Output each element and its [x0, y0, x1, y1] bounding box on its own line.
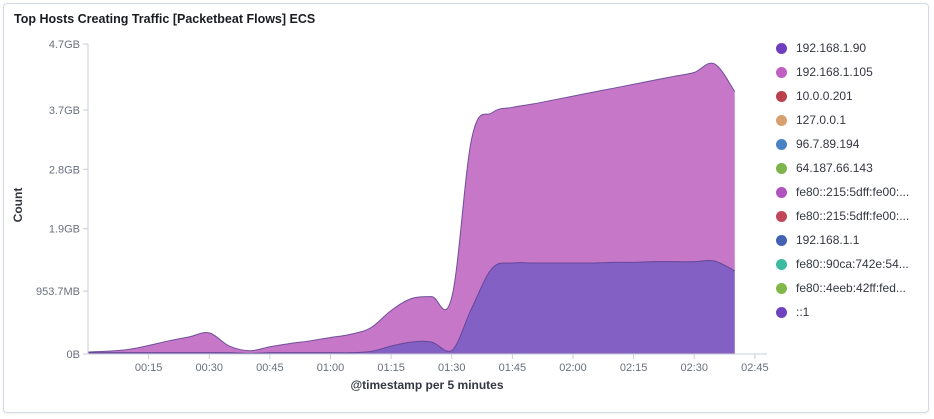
- x-axis-title: @timestamp per 5 minutes: [350, 378, 503, 392]
- legend-color-dot: [776, 114, 787, 126]
- panel-title: Top Hosts Creating Traffic [Packetbeat F…: [14, 12, 316, 26]
- legend-color-dot: [776, 234, 787, 246]
- y-tick-label: 0B: [67, 349, 80, 361]
- x-axis-ticks: 00:15 00:30 00:45 01:00 01:15 01:30 01:45 02:00…: [135, 354, 769, 374]
- legend-color-dot: [776, 90, 787, 102]
- legend-label: 127.0.0.1: [796, 113, 847, 127]
- legend-item[interactable]: 127.0.0.1: [772, 108, 922, 132]
- legend-item[interactable]: ::1: [772, 300, 922, 324]
- legend-label: 192.168.1.1: [796, 233, 860, 247]
- y-tick-label: 1.9GB: [49, 224, 80, 236]
- x-tick-label: 00:45: [256, 362, 284, 374]
- chart-legend: 192.168.1.90 192.168.1.105 10.0.0.201 127.0…: [772, 36, 922, 324]
- legend-label: 10.0.0.201: [796, 89, 853, 103]
- legend-item[interactable]: fe80::4eeb:42ff:fed...: [772, 276, 922, 300]
- legend-label: 64.187.66.143: [796, 161, 873, 175]
- legend-label: ::1: [796, 305, 810, 319]
- area-series-192-168-1-105-line: [87, 62, 736, 353]
- stacked-areas[interactable]: [87, 62, 736, 354]
- x-tick-label: 02:00: [559, 362, 587, 374]
- x-tick-label: 01:15: [377, 362, 405, 374]
- legend-label: 96.7.89.194: [796, 137, 860, 151]
- x-tick-label: 00:30: [195, 362, 223, 374]
- y-tick-label: 4.7GB: [49, 39, 80, 51]
- legend-color-dot: [776, 66, 787, 78]
- x-tick-label: 01:45: [499, 362, 527, 374]
- y-tick-label: 2.8GB: [49, 164, 80, 176]
- legend-color-dot: [776, 138, 787, 150]
- legend-color-dot: [776, 210, 787, 222]
- legend-label: fe80::4eeb:42ff:fed...: [796, 281, 906, 295]
- legend-item[interactable]: fe80::215:5dff:fe00:...: [772, 180, 922, 204]
- legend-color-dot: [776, 42, 787, 54]
- x-tick-label: 02:30: [680, 362, 708, 374]
- legend-item[interactable]: 64.187.66.143: [772, 156, 922, 180]
- legend-label: fe80::215:5dff:fe00:...: [796, 209, 910, 223]
- legend-item[interactable]: 192.168.1.105: [772, 60, 922, 84]
- legend-color-dot: [776, 306, 787, 318]
- axes: [87, 44, 767, 355]
- x-tick-label: 02:15: [620, 362, 648, 374]
- area-series-192-168-1-90[interactable]: [88, 260, 735, 354]
- y-axis-title: Count: [11, 188, 25, 223]
- legend-label: 192.168.1.90: [796, 41, 867, 55]
- legend-color-dot: [776, 162, 787, 174]
- area-series-192-168-1-105[interactable]: [88, 63, 735, 354]
- area-series-192-168-1-90-line: [87, 259, 735, 354]
- legend-item[interactable]: 96.7.89.194: [772, 132, 922, 156]
- y-tick-label: 953.7MB: [36, 286, 80, 298]
- y-axis-ticks: 0B 953.7MB 1.9GB 2.8GB 3.7GB 4.7GB: [36, 39, 88, 361]
- x-tick-label: 02:45: [741, 362, 769, 374]
- y-tick-label: 3.7GB: [49, 105, 80, 117]
- legend-label: fe80::215:5dff:fe00:...: [796, 185, 910, 199]
- legend-item[interactable]: fe80::215:5dff:fe00:...: [772, 204, 922, 228]
- legend-item[interactable]: 192.168.1.1: [772, 228, 922, 252]
- legend-label: 192.168.1.105: [796, 65, 873, 79]
- x-tick-label: 01:00: [317, 362, 345, 374]
- legend-color-dot: [776, 258, 787, 270]
- legend-color-dot: [776, 186, 787, 198]
- legend-color-dot: [776, 282, 787, 294]
- x-tick-label: 00:15: [135, 362, 163, 374]
- legend-label: fe80::90ca:742e:54...: [796, 257, 909, 271]
- legend-item[interactable]: fe80::90ca:742e:54...: [772, 252, 922, 276]
- x-tick-label: 01:30: [438, 362, 466, 374]
- legend-item[interactable]: 192.168.1.90: [772, 36, 922, 60]
- legend-item[interactable]: 10.0.0.201: [772, 84, 922, 108]
